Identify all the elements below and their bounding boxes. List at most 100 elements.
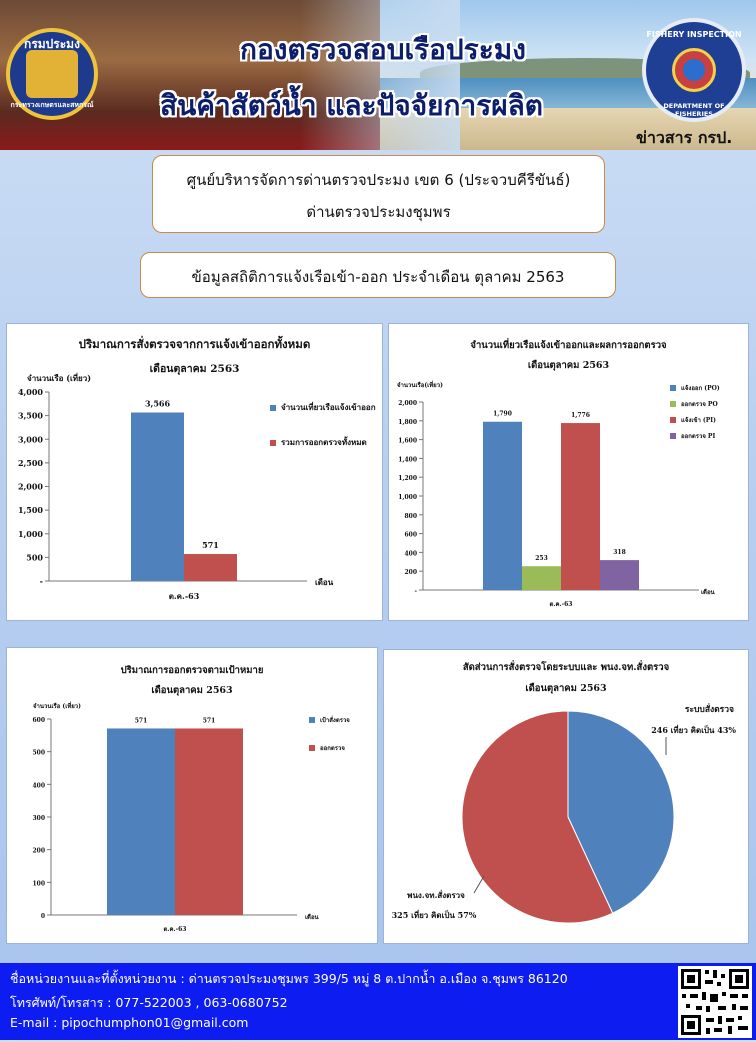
chart1-subtitle: เดือนตุลาคม 2563 [149, 363, 240, 375]
chart2-legend-swatch-4 [670, 433, 676, 439]
department-logo-text-top: กรมประมง [24, 37, 80, 51]
department-emblem-icon [26, 50, 78, 98]
fishery-inspection-logo: FISHERY INSPECTION DEPARTMENT OF FISHERI… [642, 18, 746, 122]
chart3-legend-swatch-1 [309, 717, 315, 723]
chart1-x-axis-label: เดือน [315, 577, 334, 587]
chart2-y-tick-label: 1,800 [398, 419, 417, 426]
chart1-legend-label-1: จำนวนเที่ยวเรือแจ้งเข้าออก [281, 401, 376, 412]
chart3-bar-1 [107, 728, 175, 915]
chart2-y-tick-label: 2,000 [398, 400, 417, 407]
footer: ชื่อหน่วยงานและที่ตั้งหน่วยงาน : ด่านตรว… [0, 963, 756, 1040]
header-title-line1: กองตรวจสอบเรือประมง [240, 33, 526, 66]
chart1-bar-1 [131, 412, 184, 581]
chart3-legend-label-2: ออกตรวจ [320, 745, 345, 752]
chart3-data-label-1: 571 [135, 717, 148, 724]
department-logo-text-bottom: กระทรวงเกษตรและสหกรณ์ [10, 101, 94, 109]
fishery-emblem-icon [672, 48, 716, 92]
chart4-svg: ระบบสั่งตรวจ 246 เที่ยว คิดเป็น 43% พนง.จท… [392, 702, 736, 924]
footer-phone: โทรศัพท์/โทรสาร : 077-522003 , 063-06807… [10, 995, 288, 1010]
chart3-bar-2 [175, 728, 243, 915]
chart2-legend-swatch-1 [670, 385, 676, 391]
chart3-x-axis-label: เดือน [305, 913, 320, 921]
chart2-bar-2 [522, 566, 561, 590]
subtitle-box: ข้อมูลสถิติการแจ้งเรือเข้า-ออก ประจำเดือ… [140, 252, 616, 298]
chart1-legend-label-2: รวมการออกตรวจทั้งหมด [281, 436, 367, 447]
chart1-y-tick-label: 1,000 [18, 529, 43, 539]
chart2-y-tick-label: 800 [404, 513, 417, 520]
pie-label-1: ระบบสั่งตรวจ [685, 702, 734, 715]
chart2-y-tick-label: 600 [404, 532, 417, 539]
footer-email[interactable]: E-mail : pipochumphon01@gmail.com [10, 1015, 249, 1030]
page-subtitle: ข้อมูลสถิติการแจ้งเรือเข้า-ออก ประจำเดือ… [191, 268, 565, 286]
chart1-svg: จำนวนเรือ (เที่ยว) - 500 1,000 1,500 2,000 2,5… [18, 372, 376, 601]
chart2-data-label-2: 253 [535, 555, 548, 562]
chart2-y-tick-label: 400 [404, 550, 417, 557]
chart3-y-axis-label: จำนวนเรือ (เที่ยว) [33, 701, 81, 710]
chart2-legend-label-4: ออกตรวจ PI [681, 433, 715, 440]
chart2-y-tick-label: 1,400 [398, 456, 417, 463]
chart2-y-tick-label: 200 [404, 569, 417, 576]
chart3-subtitle: เดือนตุลาคม 2563 [151, 685, 233, 696]
chart1-category-label: ต.ค.-63 [169, 591, 200, 601]
header-banner: กรมประมง กระทรวงเกษตรและสหกรณ์ กองตรวจสอ… [0, 0, 756, 150]
chart3-legend-swatch-2 [309, 745, 315, 751]
chart3-title: ปริมาณการออกตรวจตามเป้าหมาย [120, 665, 264, 676]
chart2-subtitle: เดือนตุลาคม 2563 [527, 360, 610, 371]
news-label: ข่าวสาร กรป. [636, 128, 733, 147]
chart2-y-axis-label: จำนวนเรือ(เที่ยว) [397, 380, 443, 389]
chart2-data-label-4: 318 [613, 549, 626, 556]
chart1-title: ปริมาณการสั่งตรวจจากการแจ้งเข้าออกทั้งหม… [78, 337, 311, 351]
chart1-y-tick-label: 3,500 [18, 411, 43, 421]
chart2-y-tick-label: - [415, 588, 418, 595]
pie-leader-line-2 [473, 875, 485, 894]
chart2-data-label-1: 1,790 [493, 411, 512, 418]
banner-fade [300, 0, 460, 150]
chart-panel-total: ปริมาณการสั่งตรวจจากการแจ้งเข้าออกทั้งหม… [6, 323, 383, 621]
chart3-y-tick-label: 600 [32, 717, 45, 724]
chart2-y-tick-label: 1,000 [398, 494, 417, 501]
pie-slice-1 [567, 710, 675, 914]
office-info-box: ศูนย์บริหารจัดการด่านตรวจประมง เขต 6 (ปร… [152, 155, 605, 233]
header-title-line2: สินค้าสัตว์น้ำ และปัจจัยการผลิต [160, 89, 543, 122]
fishery-logo-text-bottom: DEPARTMENT OF FISHERIES [663, 102, 725, 118]
chart-panel-target: ปริมาณการออกตรวจตามเป้าหมาย เดือนตุลาคม … [6, 647, 378, 944]
chart2-category-label: ต.ค.-63 [550, 601, 573, 608]
chart3-y-tick-label: 200 [32, 848, 45, 855]
chart3-svg: จำนวนเรือ (เที่ยว) 0 100 200 300 400 500 600 571… [32, 701, 350, 933]
chart2-y-tick-label: 1,200 [398, 475, 417, 482]
chart1-y-tick-label: 3,000 [18, 434, 43, 444]
chart2-legend-swatch-2 [670, 401, 676, 407]
chart-panel-pie: สัดส่วนการสั่งตรวจโดยระบบและ พนง.จท.สั่ง… [383, 649, 749, 944]
chart3-legend-label-1: เป้าสั่งตรวจ [320, 715, 350, 724]
office-line2: ด่านตรวจประมงชุมพร [306, 203, 451, 221]
qr-code-icon[interactable] [678, 966, 752, 1038]
chart1-y-tick-label: 500 [26, 552, 43, 562]
office-line1: ศูนย์บริหารจัดการด่านตรวจประมง เขต 6 (ปร… [186, 171, 571, 189]
chart4-title: สัดส่วนการสั่งตรวจโดยระบบและ พนง.จท.สั่ง… [462, 662, 670, 673]
chart2-y-tick-label: 1,600 [398, 438, 417, 445]
chart1-data-label-1: 3,566 [145, 399, 170, 409]
chart1-legend-swatch-1 [270, 405, 276, 411]
chart3-y-tick-label: 100 [32, 880, 45, 887]
chart3-data-label-2: 571 [203, 717, 216, 724]
chart1-legend-swatch-2 [270, 440, 276, 446]
chart1-y-tick-label: 2,500 [18, 458, 43, 468]
footer-address: ชื่อหน่วยงานและที่ตั้งหน่วยงาน : ด่านตรว… [10, 971, 568, 986]
chart1-y-tick-label: 2,000 [18, 482, 43, 492]
chart-panel-detail: จำนวนเที่ยวเรือแจ้งเข้าออกและผลการออกตรว… [388, 323, 749, 621]
qr-code-graphic [681, 969, 749, 1035]
chart2-legend-label-3: แจ้งเข้า (PI) [681, 416, 716, 424]
chart1-y-tick-label: 1,500 [18, 505, 43, 515]
chart3-y-tick-label: 0 [41, 913, 45, 920]
chart2-bar-1 [483, 421, 522, 590]
chart1-y-tick-label: - [40, 576, 43, 586]
chart1-y-axis-label: จำนวนเรือ (เที่ยว) [27, 372, 91, 383]
chart3-y-tick-label: 300 [32, 815, 45, 822]
department-logo: กรมประมง กระทรวงเกษตรและสหกรณ์ [6, 28, 98, 120]
chart2-data-label-3: 1,776 [571, 412, 590, 419]
chart2-bar-3 [561, 423, 600, 590]
chart1-y-tick-label: 4,000 [18, 387, 43, 397]
chart3-y-tick-label: 400 [32, 782, 45, 789]
pie-detail-1: 246 เที่ยว คิดเป็น 43% [651, 724, 736, 735]
chart3-y-tick-label: 500 [32, 750, 45, 757]
